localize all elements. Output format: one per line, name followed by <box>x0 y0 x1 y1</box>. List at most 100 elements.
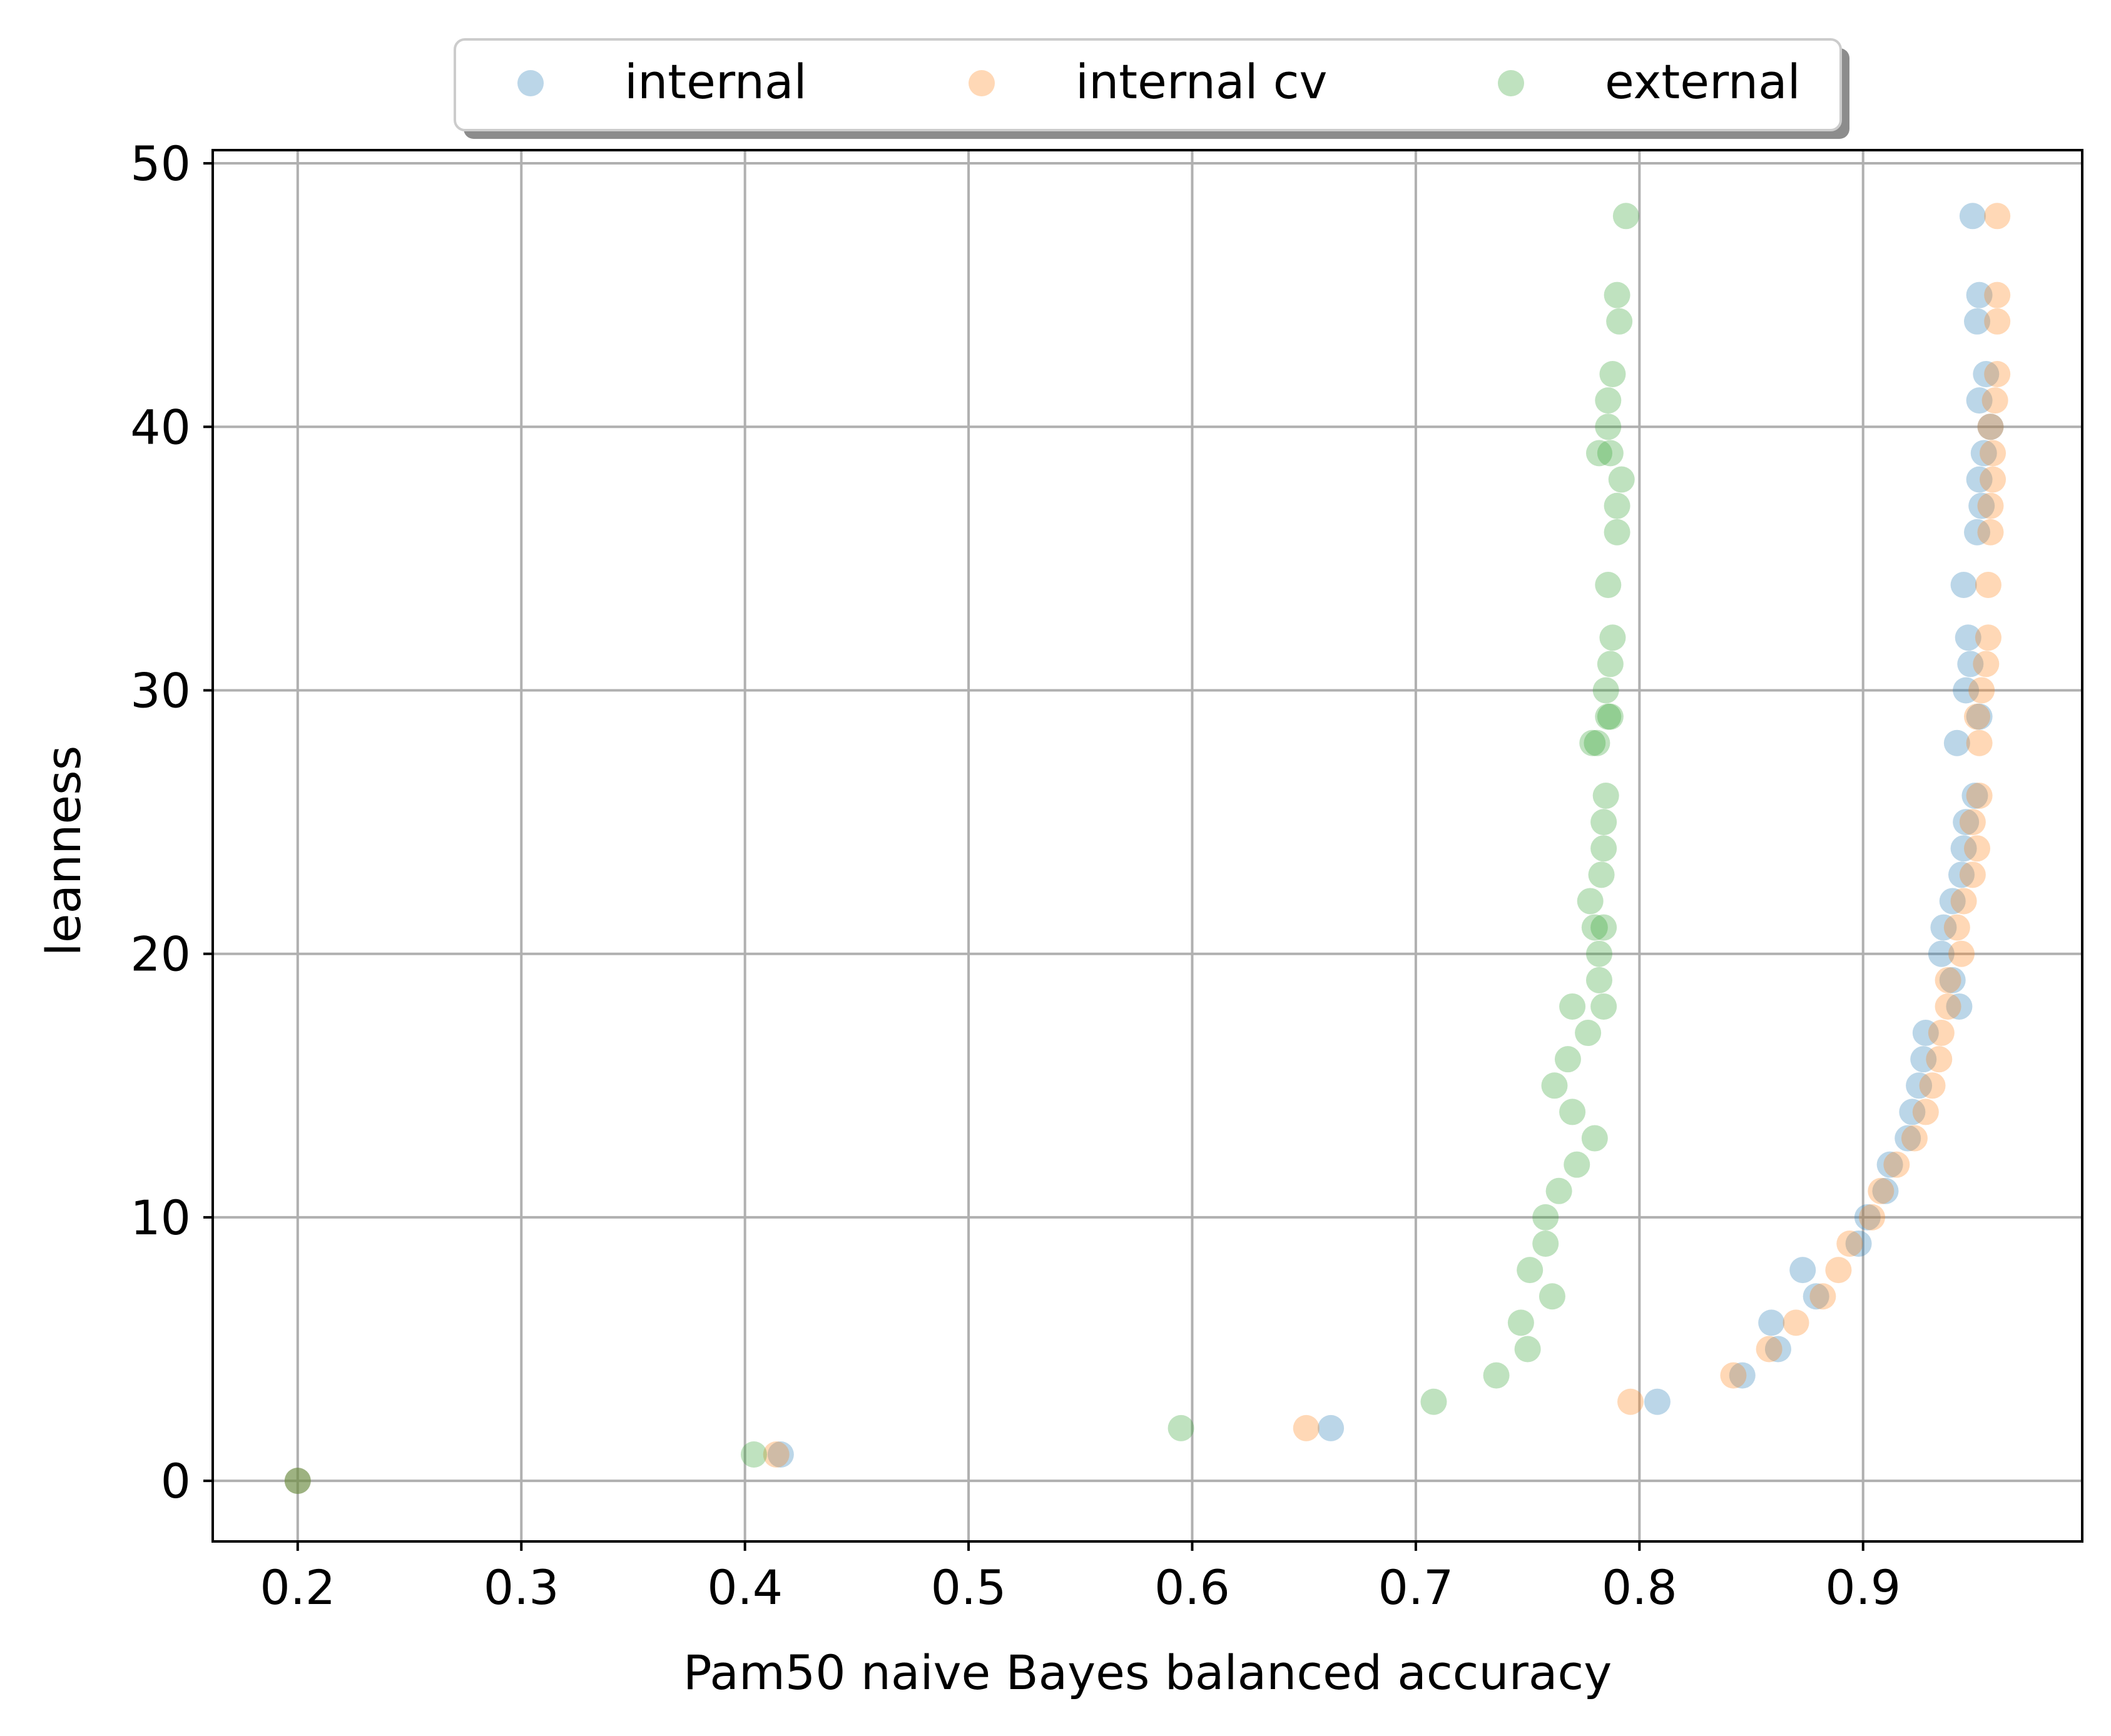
data-point <box>1167 1414 1194 1441</box>
data-point <box>1948 940 1975 967</box>
data-point <box>1514 1336 1541 1363</box>
data-point <box>1899 1099 1926 1125</box>
data-point <box>1606 308 1633 335</box>
legend-label: internal <box>624 54 807 109</box>
y-tick-label: 0 <box>161 1453 191 1509</box>
axis-ticks: 0.2 0.3 0.4 0.5 0.6 0.7 0.8 0.9 0 10 20 30 40 50 <box>130 136 1901 1615</box>
data-point <box>1895 1125 1921 1152</box>
data-point <box>1595 703 1622 730</box>
data-point <box>1293 1414 1320 1441</box>
data-point <box>1581 914 1608 941</box>
data-point <box>1590 993 1617 1020</box>
data-point <box>1604 282 1630 308</box>
data-point <box>1957 651 1984 678</box>
data-point <box>1539 1283 1565 1310</box>
data-point <box>1935 967 1961 993</box>
data-point <box>1590 809 1617 836</box>
data-point <box>1973 651 2000 678</box>
legend-marker <box>517 70 544 96</box>
data-point <box>1595 414 1622 440</box>
x-tick-label: 0.7 <box>1378 1560 1453 1615</box>
data-point <box>1943 729 1970 756</box>
data-point <box>1559 993 1586 1020</box>
data-point <box>763 1441 790 1468</box>
data-point <box>284 1468 311 1495</box>
data-point <box>1984 282 2011 308</box>
data-point <box>1872 1177 1899 1204</box>
data-point <box>1955 624 1981 651</box>
data-point <box>1946 993 1973 1020</box>
data-point <box>1935 993 1961 1020</box>
x-tick-label: 0.6 <box>1154 1560 1230 1615</box>
data-point <box>1883 1151 1910 1178</box>
plot-frame <box>211 149 2083 1543</box>
legend-item: internal <box>517 54 807 109</box>
data-point <box>1579 729 1606 756</box>
data-point <box>1926 1046 1953 1073</box>
data-point <box>1584 729 1610 756</box>
plot-points <box>284 203 2011 1495</box>
x-tick-label: 0.4 <box>707 1560 783 1615</box>
data-point <box>1950 835 1977 862</box>
x-tick-label: 0.2 <box>260 1560 335 1615</box>
data-point <box>1758 1309 1785 1336</box>
data-point <box>1959 203 1986 230</box>
x-tick-label: 0.3 <box>484 1560 559 1615</box>
data-point <box>1554 1046 1581 1073</box>
data-point <box>1906 1072 1933 1099</box>
x-tick-label: 0.9 <box>1825 1560 1901 1615</box>
x-tick-label: 0.8 <box>1602 1560 1677 1615</box>
data-point <box>1964 703 1991 730</box>
data-point <box>1597 651 1624 678</box>
data-point <box>1980 440 2007 467</box>
data-point <box>1953 809 1980 836</box>
x-tick-label: 0.5 <box>931 1560 1007 1615</box>
data-point <box>1948 861 1975 888</box>
data-point <box>1970 440 1997 467</box>
data-point <box>1968 492 1995 519</box>
data-point <box>1980 466 2007 493</box>
data-point <box>1597 440 1624 467</box>
legend-label: internal cv <box>1076 54 1328 109</box>
data-point <box>1966 782 1993 809</box>
y-tick-label: 20 <box>130 926 191 982</box>
data-point <box>1966 703 1993 730</box>
y-tick-label: 30 <box>130 662 191 718</box>
data-point <box>1966 387 1993 414</box>
data-point <box>1575 1020 1602 1047</box>
data-point <box>1599 624 1626 651</box>
data-point <box>1590 914 1617 941</box>
data-point <box>1517 1257 1544 1284</box>
data-point <box>1868 1177 1895 1204</box>
legend-marker <box>969 70 995 96</box>
data-point <box>1612 203 1639 230</box>
data-point <box>1943 914 1970 941</box>
data-point <box>1981 387 2008 414</box>
data-point <box>1964 519 1991 546</box>
data-point <box>1977 414 2004 440</box>
data-point <box>1966 729 1993 756</box>
grid <box>213 150 2082 1541</box>
data-point <box>1973 361 2000 388</box>
legend: internal internal cv external <box>454 38 1849 139</box>
data-point <box>1507 1309 1534 1336</box>
data-point <box>1532 1231 1559 1257</box>
data-point <box>1783 1309 1809 1336</box>
data-point <box>1756 1336 1783 1363</box>
data-point <box>1592 677 1619 704</box>
data-point <box>284 1468 311 1495</box>
data-point <box>1910 1046 1937 1073</box>
data-point <box>1541 1072 1568 1099</box>
legend-marker <box>1498 70 1524 96</box>
data-point <box>1764 1336 1791 1363</box>
data-point <box>1966 282 1993 308</box>
data-point <box>1845 1231 1872 1257</box>
data-point <box>1912 1099 1939 1125</box>
data-point <box>1420 1388 1447 1415</box>
y-axis-label: leanness <box>36 746 91 957</box>
data-point <box>1984 203 2011 230</box>
y-tick-label: 50 <box>130 136 191 191</box>
data-point <box>1859 1204 1886 1231</box>
data-point <box>1595 572 1622 598</box>
